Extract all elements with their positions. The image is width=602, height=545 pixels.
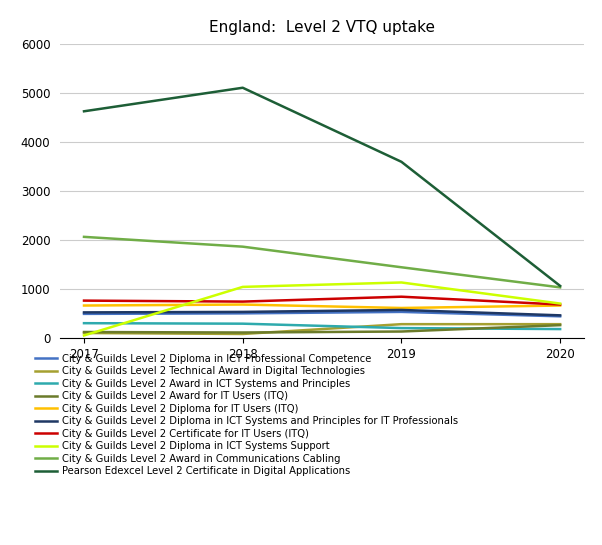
City & Guilds Level 2 Technical Award in Digital Technologies (556, 321, 563, 328)
City & Guilds Level 2 Certificate for IT Users (ITQ) (398, 293, 405, 300)
City & Guilds Level 2 Diploma in ICT Systems Support (239, 283, 246, 290)
City & Guilds Level 2 Award for IT Users (ITQ) (556, 322, 563, 329)
City & Guilds Level 2 Award in Communications Cabling (398, 264, 405, 270)
City & Guilds Level 2 Diploma in ICT Systems and Principles for IT Professionals (81, 309, 88, 316)
City & Guilds Level 2 Diploma for IT Users (ITQ) (556, 302, 563, 309)
Legend: City & Guilds Level 2 Diploma in ICT Professional Competence, City & Guilds Leve: City & Guilds Level 2 Diploma in ICT Pro… (35, 354, 458, 476)
Pearson Edexcel Level 2 Certificate in Digital Applications (398, 159, 405, 165)
Line: City & Guilds Level 2 Award for IT Users (ITQ): City & Guilds Level 2 Award for IT Users… (84, 325, 560, 332)
City & Guilds Level 2 Certificate for IT Users (ITQ) (239, 298, 246, 305)
City & Guilds Level 2 Award in Communications Cabling (556, 284, 563, 290)
City & Guilds Level 2 Award in Communications Cabling (81, 234, 88, 240)
City & Guilds Level 2 Diploma for IT Users (ITQ) (239, 301, 246, 308)
Line: Pearson Edexcel Level 2 Certificate in Digital Applications: Pearson Edexcel Level 2 Certificate in D… (84, 88, 560, 286)
Line: City & Guilds Level 2 Award in ICT Systems and Principles: City & Guilds Level 2 Award in ICT Syste… (84, 323, 560, 329)
City & Guilds Level 2 Award for IT Users (ITQ) (239, 329, 246, 336)
City & Guilds Level 2 Award in Communications Cabling (239, 244, 246, 250)
City & Guilds Level 2 Diploma in ICT Professional Competence (239, 310, 246, 317)
Pearson Edexcel Level 2 Certificate in Digital Applications (239, 84, 246, 91)
City & Guilds Level 2 Diploma for IT Users (ITQ) (81, 302, 88, 309)
City & Guilds Level 2 Award in ICT Systems and Principles (398, 325, 405, 331)
Line: City & Guilds Level 2 Diploma in ICT Professional Competence: City & Guilds Level 2 Diploma in ICT Pro… (84, 312, 560, 316)
City & Guilds Level 2 Diploma in ICT Professional Competence (398, 308, 405, 315)
Line: City & Guilds Level 2 Award in Communications Cabling: City & Guilds Level 2 Award in Communica… (84, 237, 560, 287)
City & Guilds Level 2 Diploma in ICT Systems Support (81, 332, 88, 338)
Pearson Edexcel Level 2 Certificate in Digital Applications (556, 283, 563, 289)
City & Guilds Level 2 Award for IT Users (ITQ) (81, 329, 88, 335)
Line: City & Guilds Level 2 Diploma in ICT Systems Support: City & Guilds Level 2 Diploma in ICT Sys… (84, 282, 560, 335)
Pearson Edexcel Level 2 Certificate in Digital Applications (81, 108, 88, 114)
City & Guilds Level 2 Certificate for IT Users (ITQ) (81, 298, 88, 304)
City & Guilds Level 2 Award in ICT Systems and Principles (239, 320, 246, 327)
City & Guilds Level 2 Technical Award in Digital Technologies (398, 321, 405, 328)
City & Guilds Level 2 Diploma in ICT Systems and Principles for IT Professionals (239, 308, 246, 315)
City & Guilds Level 2 Certificate for IT Users (ITQ) (556, 301, 563, 308)
City & Guilds Level 2 Technical Award in Digital Technologies (239, 331, 246, 337)
Line: City & Guilds Level 2 Certificate for IT Users (ITQ): City & Guilds Level 2 Certificate for IT… (84, 296, 560, 305)
Line: City & Guilds Level 2 Diploma in ICT Systems and Principles for IT Professionals: City & Guilds Level 2 Diploma in ICT Sys… (84, 310, 560, 316)
City & Guilds Level 2 Technical Award in Digital Technologies (81, 330, 88, 336)
Line: City & Guilds Level 2 Technical Award in Digital Technologies: City & Guilds Level 2 Technical Award in… (84, 324, 560, 334)
Title: England:  Level 2 VTQ uptake: England: Level 2 VTQ uptake (209, 21, 435, 35)
Line: City & Guilds Level 2 Diploma for IT Users (ITQ): City & Guilds Level 2 Diploma for IT Use… (84, 305, 560, 308)
City & Guilds Level 2 Award in ICT Systems and Principles (81, 320, 88, 326)
City & Guilds Level 2 Award for IT Users (ITQ) (398, 328, 405, 335)
City & Guilds Level 2 Diploma in ICT Professional Competence (556, 313, 563, 319)
City & Guilds Level 2 Diploma for IT Users (ITQ) (398, 305, 405, 311)
City & Guilds Level 2 Diploma in ICT Systems and Principles for IT Professionals (398, 307, 405, 313)
City & Guilds Level 2 Diploma in ICT Systems and Principles for IT Professionals (556, 312, 563, 319)
City & Guilds Level 2 Award in ICT Systems and Principles (556, 326, 563, 332)
City & Guilds Level 2 Diploma in ICT Professional Competence (81, 311, 88, 317)
City & Guilds Level 2 Diploma in ICT Systems Support (556, 300, 563, 307)
City & Guilds Level 2 Diploma in ICT Systems Support (398, 279, 405, 286)
